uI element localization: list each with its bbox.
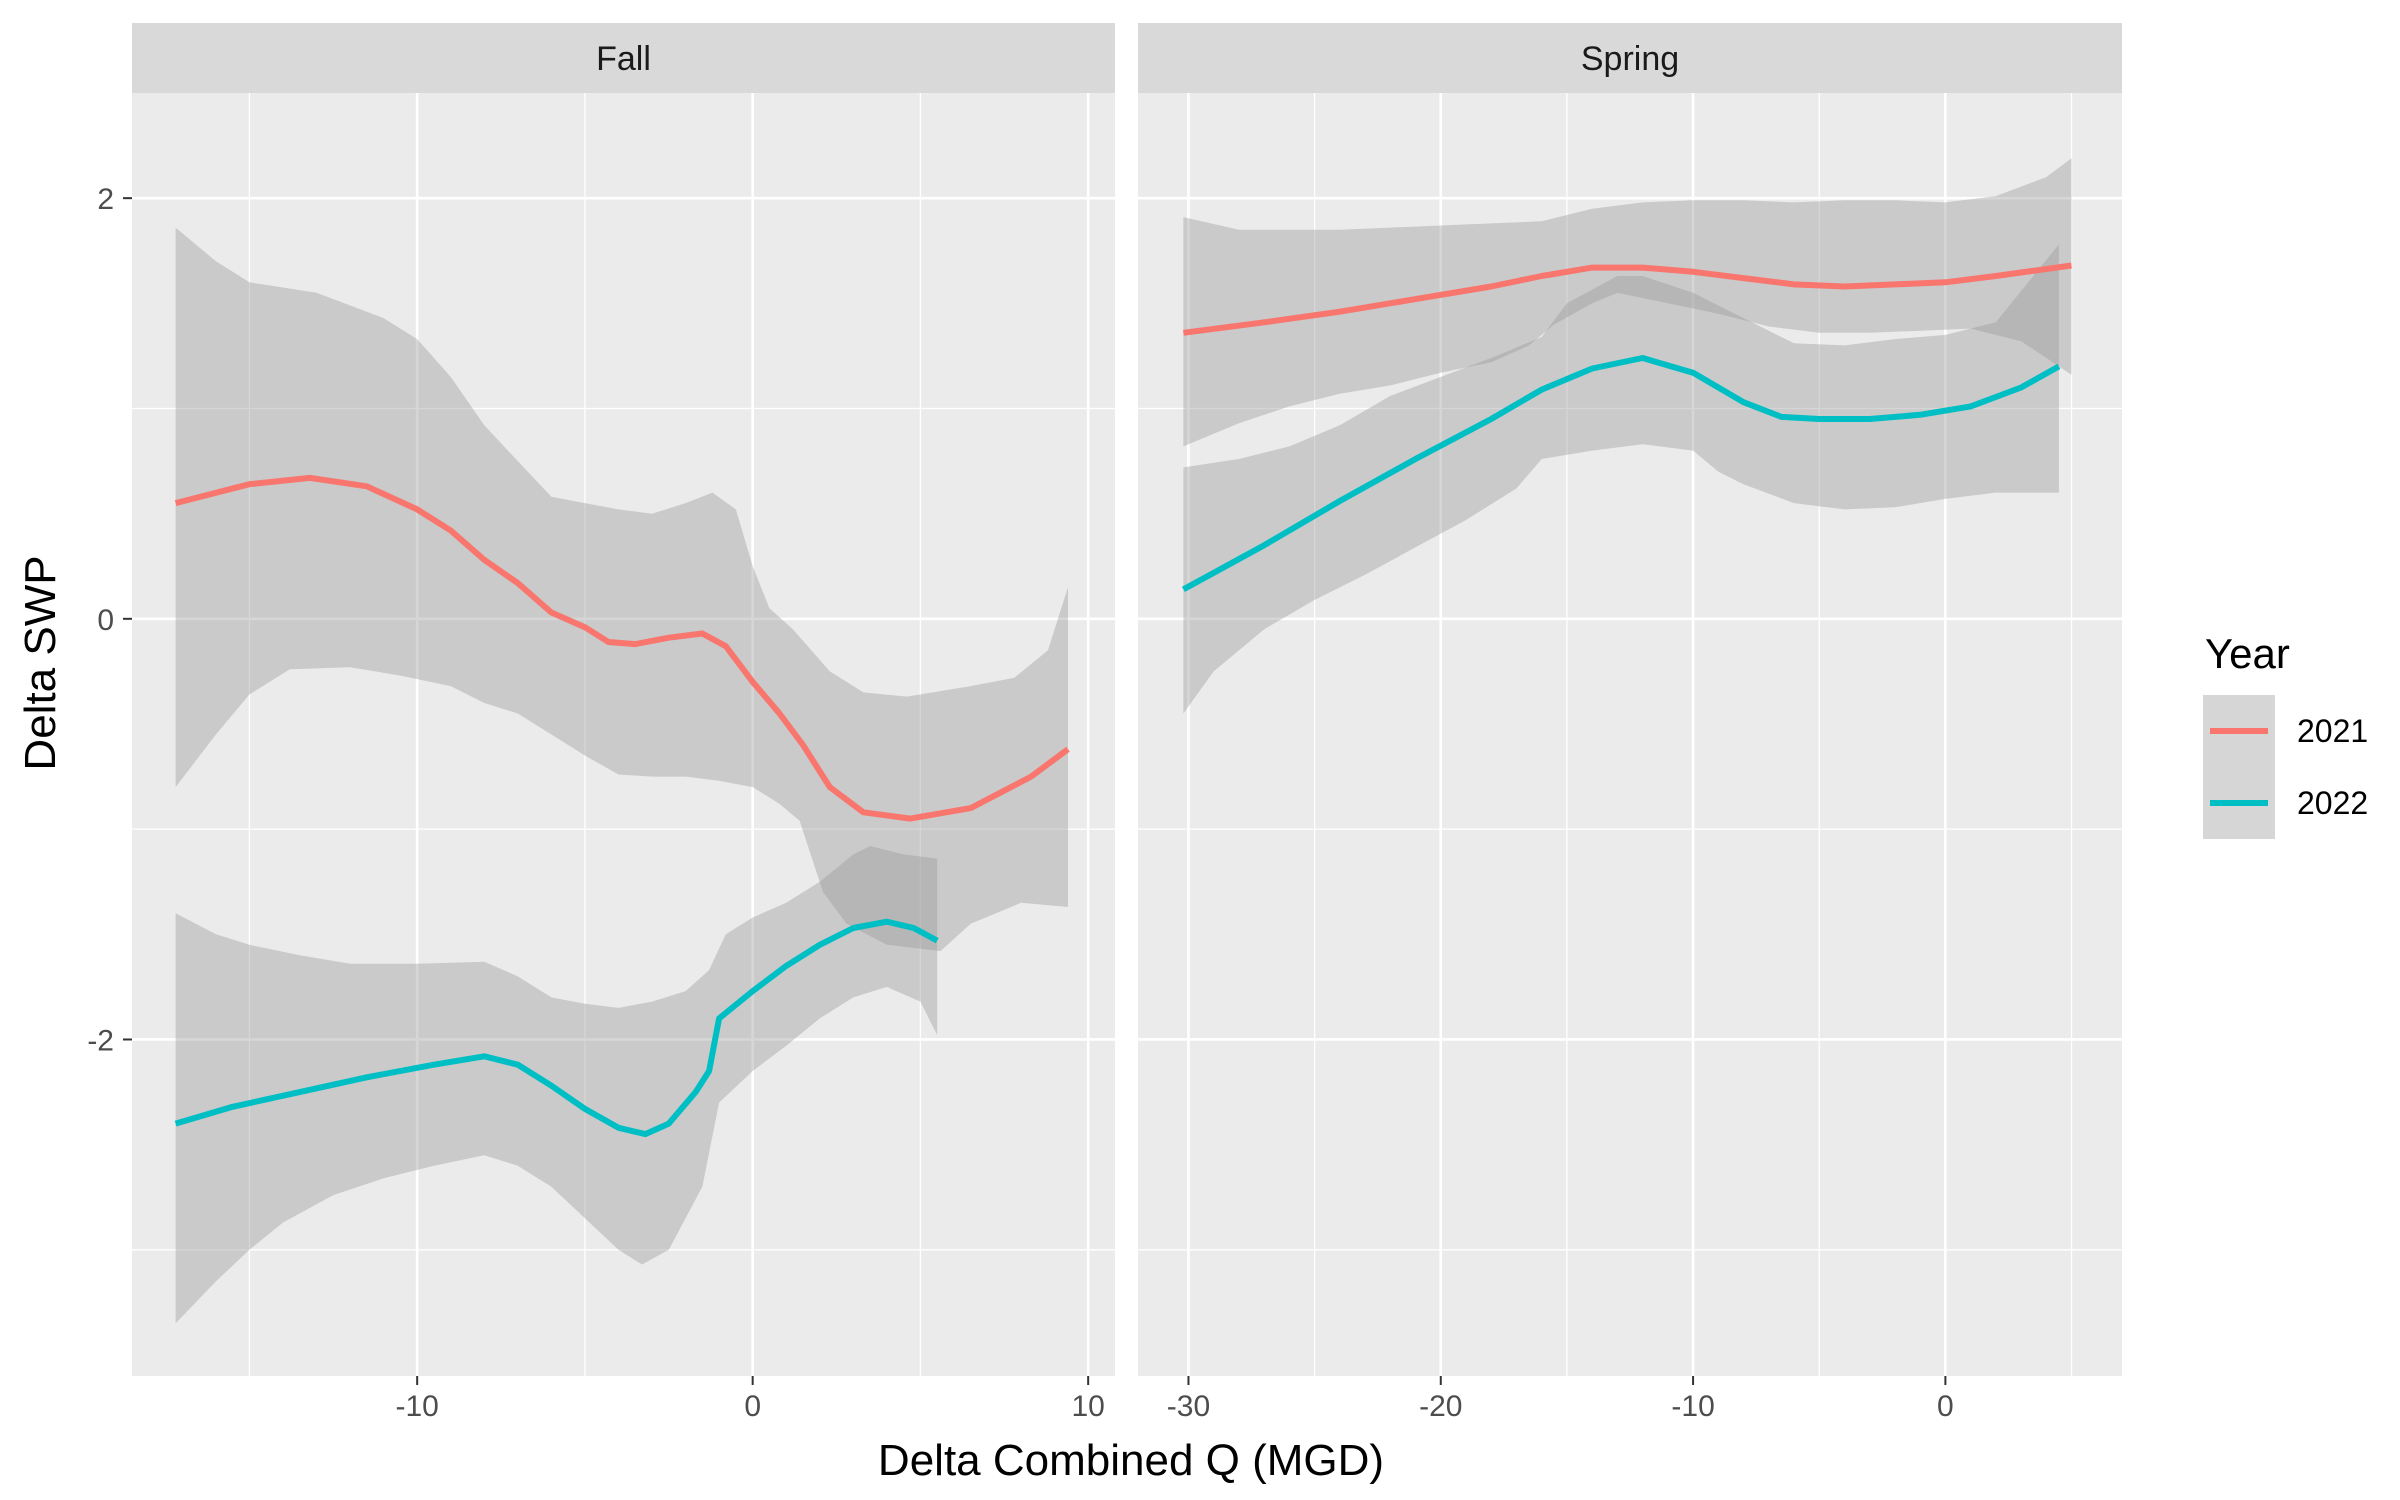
legend-label-2022: 2022 [2297, 785, 2368, 821]
legend-title: Year [2205, 630, 2290, 677]
confidence-ribbons [1183, 158, 2072, 714]
ribbon-2022 [1183, 244, 2059, 714]
panel-background [132, 93, 1115, 1376]
x-tick-label: -30 [1167, 1390, 1210, 1423]
x-axis-fall: -10 0 10 [395, 1376, 1105, 1423]
y-tick-label: 2 [97, 183, 114, 216]
series-line-2022 [174, 918, 939, 1138]
x-axis-spring: -30 -20 -10 0 [1167, 1376, 1954, 1423]
confidence-ribbons [175, 227, 1069, 1324]
x-tick-label: -10 [395, 1390, 438, 1423]
y-axis-title: Delta SWP [16, 555, 65, 770]
series-lines [1181, 262, 2072, 593]
series-line-2022 [1181, 355, 2061, 593]
series-line-2021 [174, 474, 1070, 822]
strip-label-spring: Spring [1581, 40, 1679, 78]
x-tick-label: 0 [744, 1390, 761, 1423]
x-axis-title: Delta Combined Q (MGD) [878, 1436, 1384, 1485]
x-tick-label: -10 [1671, 1390, 1714, 1423]
y-tick-label: -2 [87, 1024, 114, 1057]
y-tick-label: 0 [97, 604, 114, 637]
gridlines [132, 93, 1115, 1376]
ribbon-2022 [175, 846, 938, 1324]
ribbon-2021 [175, 227, 1069, 952]
panel-fall: Fall -10 0 10 -2 0 2 [87, 23, 1115, 1423]
x-tick-label: 10 [1071, 1390, 1104, 1423]
strip-spring [1138, 23, 2122, 93]
x-tick-label: 0 [1937, 1390, 1954, 1423]
legend-label-2021: 2021 [2297, 713, 2368, 749]
legend-items: 2021 2022 [2203, 695, 2368, 839]
x-tick-label: -20 [1419, 1390, 1462, 1423]
panel-spring: Spring -30 -20 -10 0 [1138, 23, 2122, 1423]
panel-background [1138, 93, 2122, 1376]
strip-fall [132, 23, 1115, 93]
legend: Year 2021 2022 [2203, 630, 2368, 839]
series-lines [174, 474, 1070, 1138]
series-line-2021 [1183, 262, 2072, 336]
strip-label-fall: Fall [596, 40, 651, 78]
ribbon-2021 [1183, 158, 2072, 447]
y-axis: -2 0 2 [87, 183, 132, 1057]
